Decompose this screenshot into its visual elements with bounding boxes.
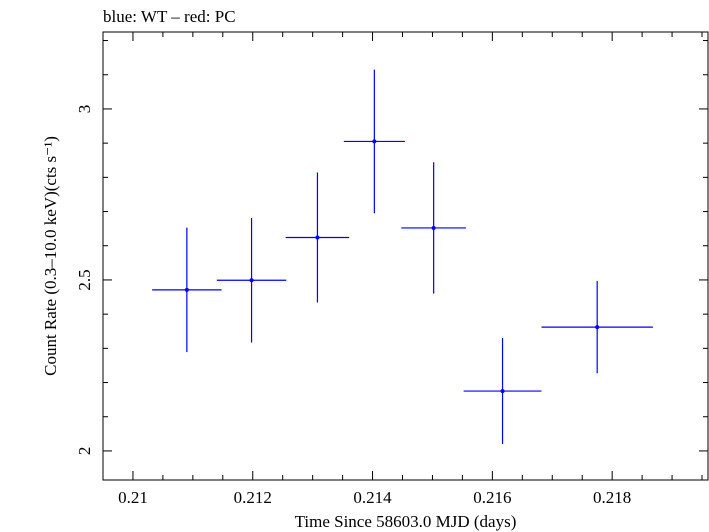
data-point [372,139,377,144]
x-axis-label: Time Since 58603.0 MJD (days) [295,512,517,531]
y-tick-label: 2 [75,447,94,456]
chart-title: blue: WT – red: PC [103,7,236,26]
x-tick-label: 0.218 [593,488,631,507]
data-point [184,287,189,292]
data-point [595,325,600,330]
tick-labels: 0.21 0.212 0.214 0.216 0.218 2 2.5 3 [75,105,631,507]
x-tick-label: 0.212 [234,488,272,507]
y-tick-label: 3 [75,105,94,114]
y-tick-label: 2.5 [75,269,94,290]
y-axis-label: Count Rate (0.3–10.0 keV)(cts s⁻¹) [41,136,60,376]
axis-ticks [102,32,708,480]
data-point [249,278,254,283]
data-point [431,225,436,230]
x-tick-label: 0.21 [118,488,148,507]
x-tick-label: 0.216 [473,488,511,507]
data-point [315,235,320,240]
plot-frame [102,31,709,481]
x-tick-label: 0.214 [353,488,392,507]
data-point [500,389,505,394]
series-layer [152,69,653,445]
